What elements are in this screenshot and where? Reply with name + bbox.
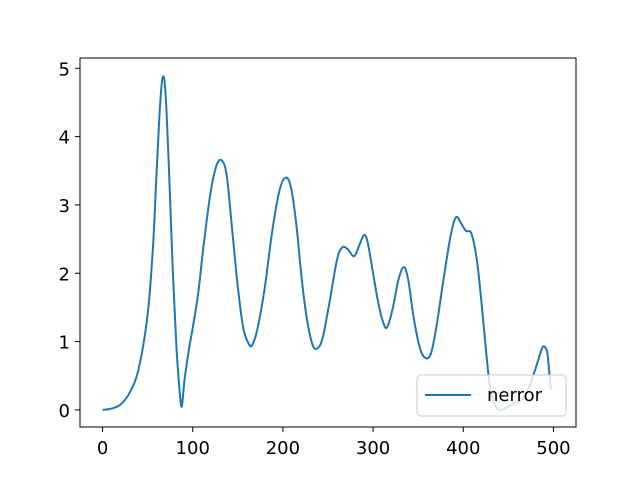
legend-box [416,374,567,417]
legend: nerror [416,374,567,417]
x-tick-label: 300 [356,438,390,459]
y-tick-label: 1 [59,333,70,354]
x-tick-label: 500 [536,438,570,459]
series-line-nerror [102,75,552,411]
y-tick-label: 5 [59,59,70,80]
y-tick-label: 2 [59,264,70,285]
y-tick-label: 4 [59,128,70,149]
legend-label-nerror: nerror [487,385,543,406]
x-tick-label: 400 [446,438,480,459]
x-axis: 0 100 200 300 400 500 [97,427,571,459]
y-axis: 0 1 2 3 4 5 [59,59,80,422]
x-tick-label: 200 [266,438,300,459]
y-tick-label: 3 [59,196,70,217]
plot-frame [79,57,577,428]
x-tick-label: 100 [176,438,210,459]
x-tick-label: 0 [97,438,108,459]
y-tick-label: 0 [59,401,70,422]
plot-area [80,58,576,427]
